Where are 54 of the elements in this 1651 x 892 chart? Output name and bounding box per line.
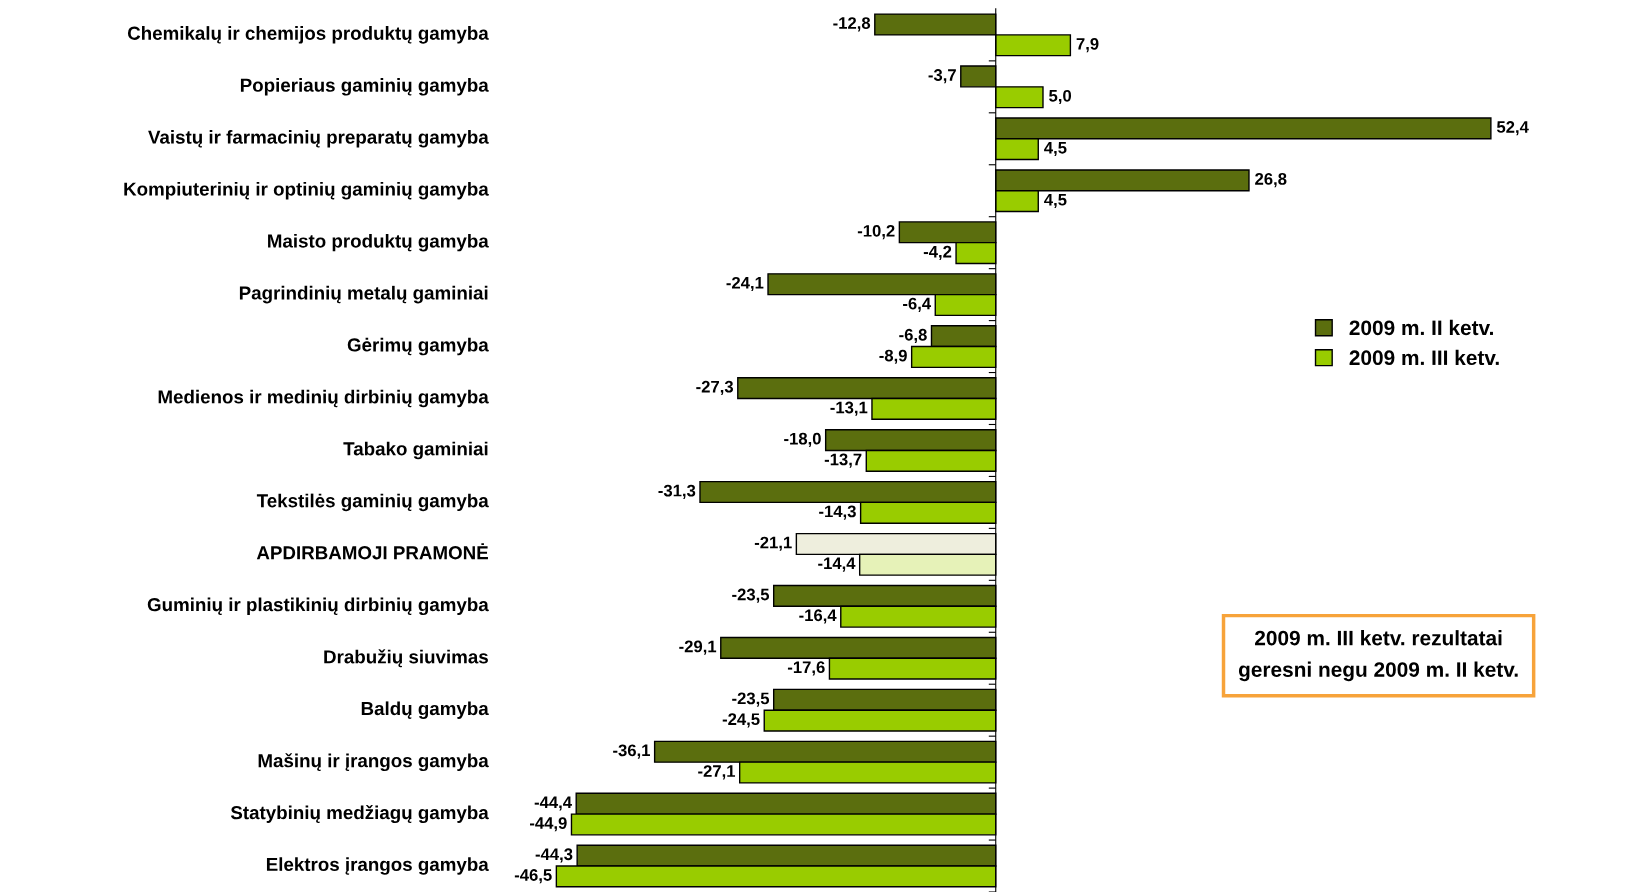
data-label: -29,1 (679, 640, 717, 655)
data-label: -27,3 (696, 380, 734, 396)
y-tick-label: Tekstilės gaminių gamyba (256, 493, 489, 512)
y-tick-label: Guminių ir plastikinių dirbinių gamyba (147, 597, 489, 616)
y-tick-label: Drabužių siuvimas (324, 649, 488, 668)
data-label: 4,5 (1044, 193, 1067, 209)
y-tick-label: Mašinų ir įrangos gamyba (258, 753, 489, 772)
y-tick-label: Medienos ir medinių dirbinių gamyba (158, 389, 489, 408)
data-label: -13,1 (830, 401, 868, 416)
data-label: -3,7 (928, 69, 956, 84)
y-tick-label: Kompiuterinių ir optinių gaminių gamyba (124, 181, 489, 200)
data-label: -13,7 (824, 453, 862, 468)
data-label: -8,9 (879, 349, 907, 364)
y-tick-label: Baldų gamyba (361, 701, 489, 719)
annotation: 2009 m. III ketv. rezultatai geresni negu 2009 m. II ketv. (1238, 630, 1518, 682)
y-tick-label: Pagrindinių metalų gaminiai (239, 285, 488, 304)
y-tick-label: Chemikalų ir chemijos produktų gamyba (127, 26, 489, 44)
data-label: -21,1 (754, 536, 792, 551)
data-label: -23,5 (732, 588, 770, 603)
y-tick-label: Gėrimų gamyba (347, 337, 489, 356)
data-label: -18,0 (784, 432, 821, 447)
data-label: 5,0 (1049, 89, 1072, 105)
data-label: -44,9 (529, 817, 567, 832)
data-label: -24,1 (726, 276, 764, 292)
y-tick-label: Vaistų ir farmacinių preparatų gamyba (148, 130, 489, 148)
legend-label: 2009 m. II ketv. (1349, 319, 1493, 336)
data-label: -4,2 (923, 245, 952, 260)
y-tick-label: Tabako gaminiai (343, 441, 488, 460)
data-label: -12,8 (833, 17, 871, 32)
data-label: -6,4 (903, 297, 932, 312)
data-label: -46,5 (514, 869, 552, 884)
data-label: -16,4 (799, 609, 837, 624)
legend-label: 2009 m. III ketv. (1349, 349, 1499, 366)
data-label: -31,3 (658, 484, 696, 499)
data-label: -24,5 (722, 713, 760, 728)
data-label: -36,1 (613, 744, 650, 759)
data-label: 26,8 (1255, 173, 1287, 188)
y-tick-label: Statybinių medžiagų gamyba (230, 805, 489, 824)
data-label: -23,5 (732, 692, 770, 707)
data-label: 4,5 (1044, 142, 1067, 157)
data-label: -27,1 (698, 765, 736, 780)
y-tick-label: Maisto produktų gamyba (268, 233, 489, 252)
data-label: -17,6 (787, 661, 825, 676)
data-label: 52,4 (1496, 121, 1529, 136)
data-label: -44,4 (534, 796, 572, 811)
data-label: -44,3 (535, 848, 573, 863)
data-label: -14,4 (818, 557, 856, 572)
data-label: -14,3 (819, 505, 856, 520)
y-tick-label: Popieriaus gaminių gamyba (240, 78, 489, 96)
data-label: -6,8 (899, 328, 927, 344)
data-label: 7,9 (1076, 37, 1099, 53)
y-tick-label: APDIRBAMOJI PRAMONĖ (256, 543, 488, 560)
y-tick-label: Elektros įrangos gamyba (266, 857, 489, 875)
data-label: -10,2 (857, 224, 895, 240)
